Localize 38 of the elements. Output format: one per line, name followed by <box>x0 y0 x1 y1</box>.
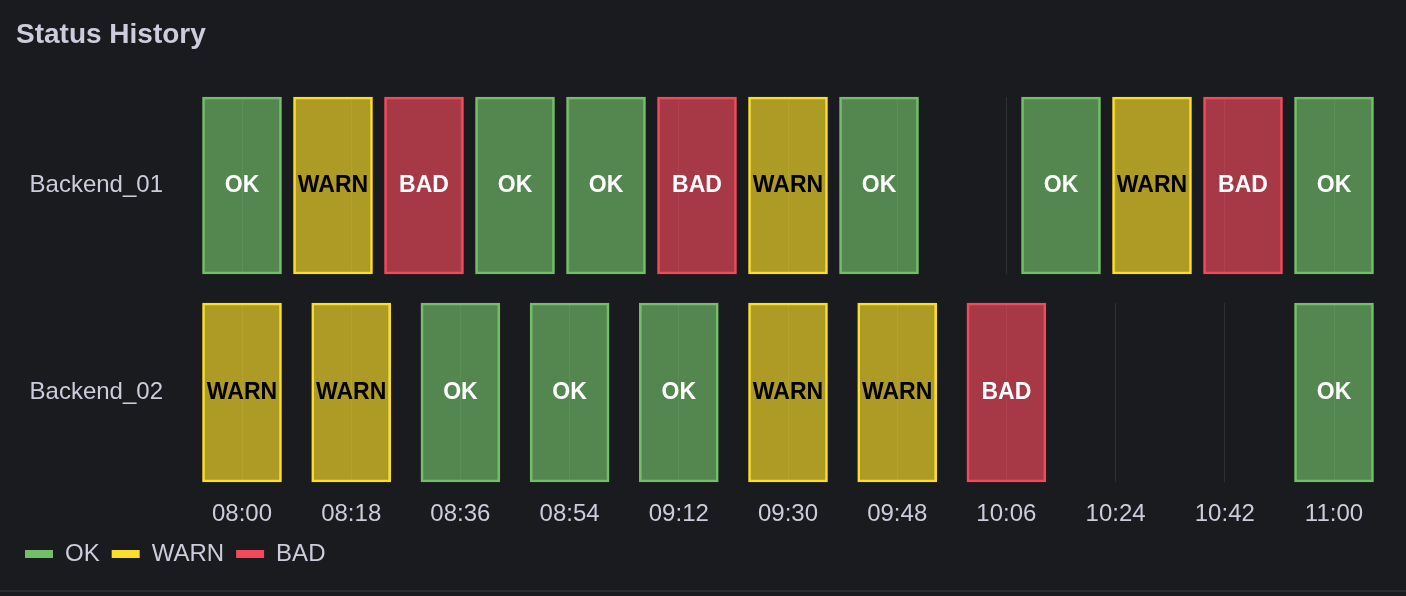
x-tick-label: 09:48 <box>867 499 928 527</box>
series-label: OK <box>1043 170 1079 197</box>
x-tick-label: 08:54 <box>539 499 600 527</box>
text: OK <box>661 377 697 404</box>
text: OK <box>552 377 587 404</box>
y-axis-title: Backend_01 <box>29 170 163 198</box>
chart-title: Status History <box>16 17 207 49</box>
text: WARN <box>752 377 824 404</box>
text: BAD <box>672 170 722 197</box>
x-tick-label: 10:06 <box>976 499 1037 527</box>
x-tick-label: 11:00 <box>1304 499 1364 527</box>
series-label: WARN <box>1116 170 1188 197</box>
legend-label: BAD <box>276 538 326 566</box>
x-tick-label: 10:42 <box>1194 499 1255 527</box>
y-axis-title: Backend_02 <box>29 377 163 405</box>
series-label: BAD <box>1218 170 1268 197</box>
text: WARN <box>862 377 933 404</box>
x-tick-label: 08:18 <box>321 499 382 527</box>
x-tick-label: 10:24 <box>1085 499 1146 527</box>
x-tick-label: 09:30 <box>757 499 819 527</box>
legend-label: OK <box>65 538 100 566</box>
text: WARN <box>316 377 387 404</box>
x-tick-label: 08:36 <box>430 499 491 527</box>
x-tick-label: 08:00 <box>211 499 273 527</box>
text: BAD <box>981 377 1032 404</box>
text: OK <box>1316 170 1352 197</box>
text: OK <box>1316 377 1352 404</box>
text: BAD <box>399 170 449 197</box>
x-tick-label: 09:12 <box>648 499 709 527</box>
text: OK <box>588 170 624 197</box>
text: OK <box>497 170 533 197</box>
text: OK <box>224 170 260 197</box>
text: WARN <box>206 377 278 404</box>
text: WARN <box>752 170 824 197</box>
text: OK <box>443 377 478 404</box>
text: WARN <box>297 170 369 197</box>
text: OK <box>861 170 897 197</box>
legend-label: WARN <box>151 538 225 566</box>
